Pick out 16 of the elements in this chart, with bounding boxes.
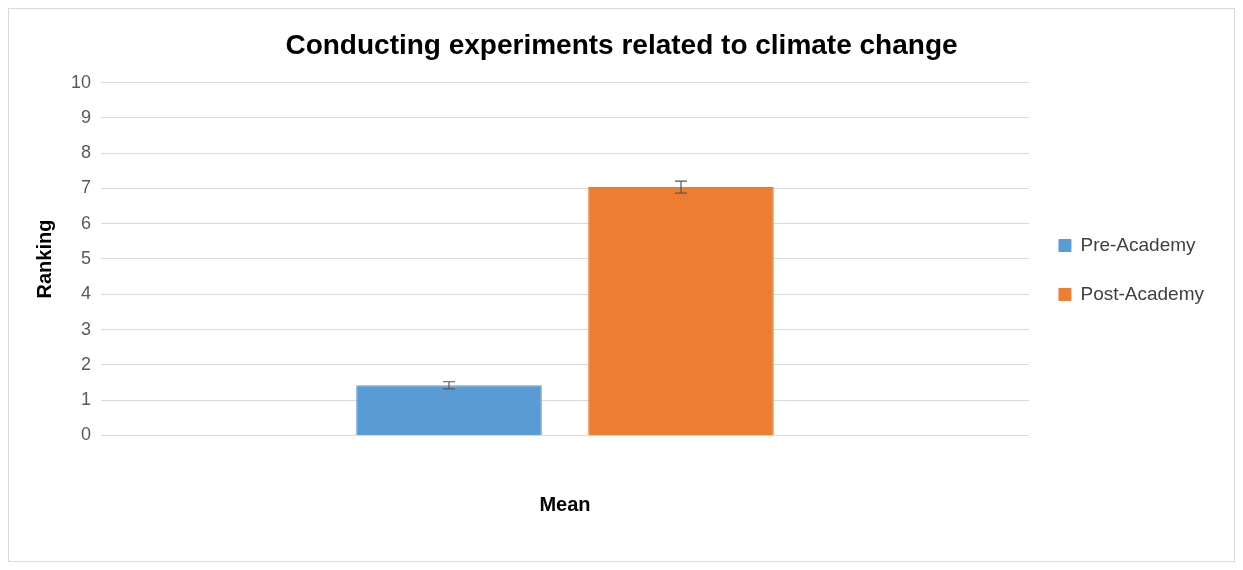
y-tick-label: 5 — [81, 247, 92, 268]
y-tick-label: 7 — [81, 177, 92, 198]
y-tick-label: 0 — [81, 424, 92, 445]
y-tick-label: 9 — [81, 106, 92, 127]
y-tick-label: 2 — [81, 353, 92, 374]
y-tick-label: 1 — [81, 389, 92, 410]
y-tick-label: 3 — [81, 318, 92, 339]
y-tick-label: 4 — [81, 283, 92, 304]
legend-label: Post-Academy — [1080, 282, 1205, 304]
legend-label: Pre-Academy — [1080, 233, 1197, 255]
chart-title: Conducting experiments related to climate change — [285, 28, 958, 60]
y-tick-label: 10 — [70, 71, 92, 92]
y-axis-title: Ranking — [32, 219, 55, 299]
y-tick-label: 8 — [81, 142, 92, 163]
x-axis-title: Mean — [539, 492, 591, 515]
y-tick-label: 6 — [81, 212, 92, 233]
